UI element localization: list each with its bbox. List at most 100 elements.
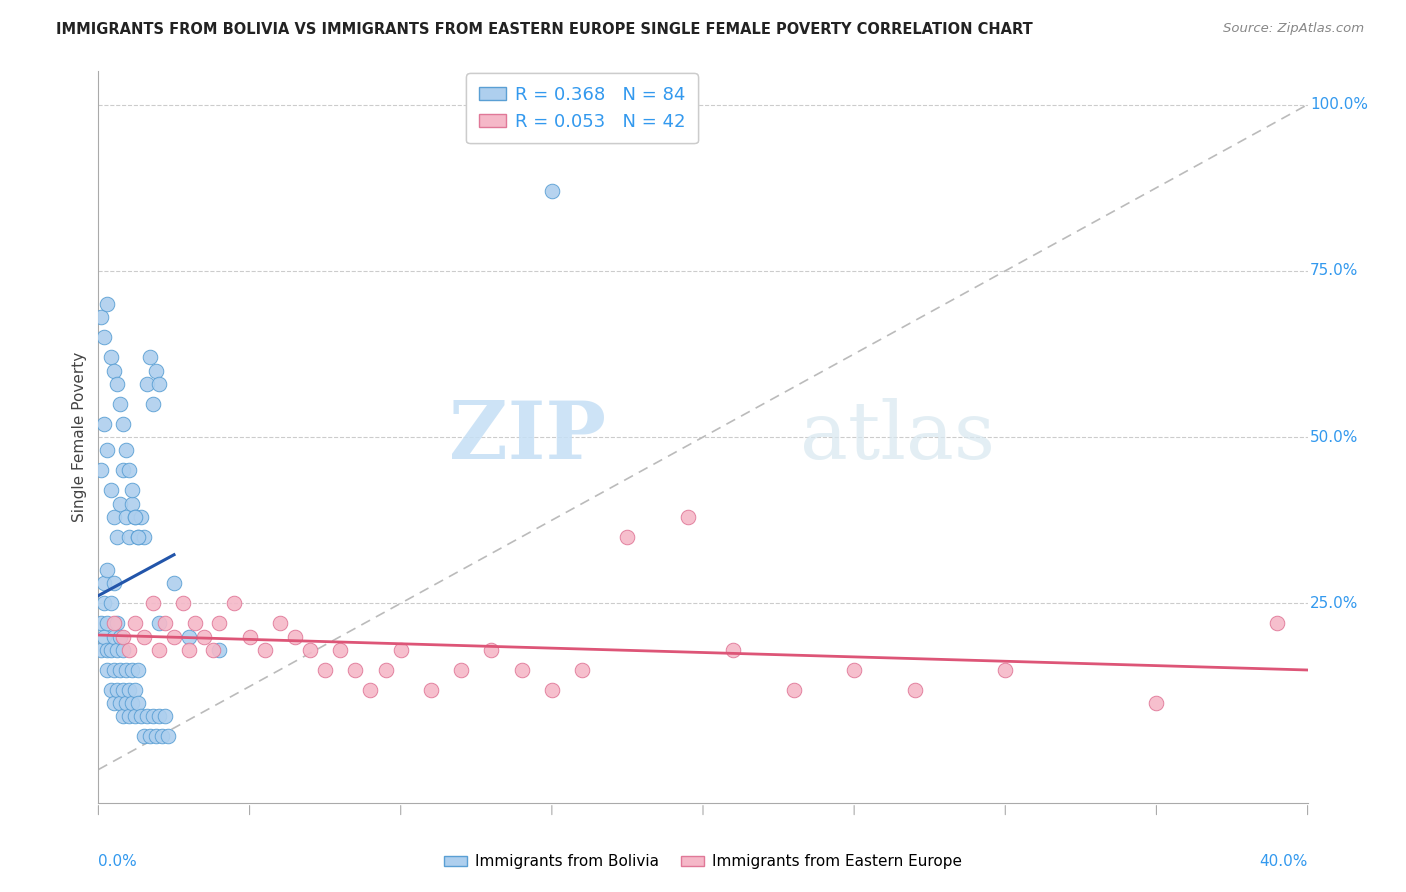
- Point: [105, 643, 128, 657]
- Point: [844, 663, 866, 677]
- Point: [510, 663, 533, 677]
- Point: [96, 616, 118, 631]
- Text: 25.0%: 25.0%: [1310, 596, 1358, 611]
- Point: [96, 563, 118, 577]
- Point: [145, 363, 167, 377]
- Point: [118, 463, 141, 477]
- Point: [103, 663, 125, 677]
- Point: [142, 596, 165, 610]
- Point: [90, 310, 112, 325]
- Point: [208, 643, 231, 657]
- Point: [121, 497, 143, 511]
- Point: [124, 509, 146, 524]
- Point: [153, 616, 176, 631]
- Point: [148, 616, 170, 631]
- Point: [105, 376, 128, 391]
- Point: [148, 376, 170, 391]
- Point: [132, 530, 155, 544]
- Point: [111, 682, 134, 697]
- Text: atlas: atlas: [800, 398, 995, 476]
- Point: [184, 616, 207, 631]
- Point: [132, 729, 155, 743]
- Point: [100, 682, 122, 697]
- Point: [616, 530, 638, 544]
- Text: 100.0%: 100.0%: [1310, 97, 1368, 112]
- Point: [114, 663, 136, 677]
- Text: 40.0%: 40.0%: [1260, 854, 1308, 869]
- Point: [103, 696, 125, 710]
- Point: [111, 417, 134, 431]
- Point: [93, 330, 115, 344]
- Point: [135, 709, 157, 723]
- Point: [224, 596, 246, 610]
- Point: [360, 682, 382, 697]
- Point: [90, 616, 112, 631]
- Point: [994, 663, 1017, 677]
- Point: [108, 630, 131, 644]
- Point: [121, 696, 143, 710]
- Point: [481, 643, 503, 657]
- Point: [96, 663, 118, 677]
- Text: IMMIGRANTS FROM BOLIVIA VS IMMIGRANTS FROM EASTERN EUROPE SINGLE FEMALE POVERTY : IMMIGRANTS FROM BOLIVIA VS IMMIGRANTS FR…: [56, 22, 1033, 37]
- Point: [108, 696, 131, 710]
- Point: [253, 643, 276, 657]
- Point: [93, 576, 115, 591]
- Point: [284, 630, 307, 644]
- Point: [121, 663, 143, 677]
- Point: [108, 397, 131, 411]
- Point: [148, 709, 170, 723]
- Point: [156, 729, 179, 743]
- Point: [127, 663, 149, 677]
- Point: [93, 417, 115, 431]
- Text: Source: ZipAtlas.com: Source: ZipAtlas.com: [1223, 22, 1364, 36]
- Point: [105, 530, 128, 544]
- Point: [103, 509, 125, 524]
- Point: [103, 616, 125, 631]
- Point: [127, 696, 149, 710]
- Point: [239, 630, 262, 644]
- Point: [103, 363, 125, 377]
- Point: [163, 630, 186, 644]
- Point: [124, 709, 146, 723]
- Point: [783, 682, 806, 697]
- Point: [96, 443, 118, 458]
- Point: [132, 630, 155, 644]
- Point: [111, 630, 134, 644]
- Text: 75.0%: 75.0%: [1310, 263, 1358, 278]
- Point: [135, 376, 157, 391]
- Point: [344, 663, 367, 677]
- Point: [111, 643, 134, 657]
- Point: [118, 643, 141, 657]
- Point: [124, 682, 146, 697]
- Point: [571, 663, 593, 677]
- Point: [111, 463, 134, 477]
- Point: [450, 663, 472, 677]
- Point: [111, 709, 134, 723]
- Point: [723, 643, 745, 657]
- Point: [145, 729, 167, 743]
- Point: [118, 709, 141, 723]
- Point: [124, 616, 146, 631]
- Point: [114, 509, 136, 524]
- Point: [142, 709, 165, 723]
- Point: [121, 483, 143, 498]
- Point: [314, 663, 336, 677]
- Point: [129, 709, 152, 723]
- Text: ZIP: ZIP: [450, 398, 606, 476]
- Point: [374, 663, 396, 677]
- Point: [108, 663, 131, 677]
- Point: [163, 576, 186, 591]
- Point: [103, 576, 125, 591]
- Point: [127, 530, 149, 544]
- Point: [129, 509, 152, 524]
- Point: [100, 351, 122, 365]
- Point: [676, 509, 699, 524]
- Point: [150, 729, 173, 743]
- Text: 50.0%: 50.0%: [1310, 430, 1358, 444]
- Point: [420, 682, 443, 697]
- Point: [90, 643, 112, 657]
- Point: [540, 682, 562, 697]
- Point: [148, 643, 170, 657]
- Point: [127, 530, 149, 544]
- Point: [208, 616, 231, 631]
